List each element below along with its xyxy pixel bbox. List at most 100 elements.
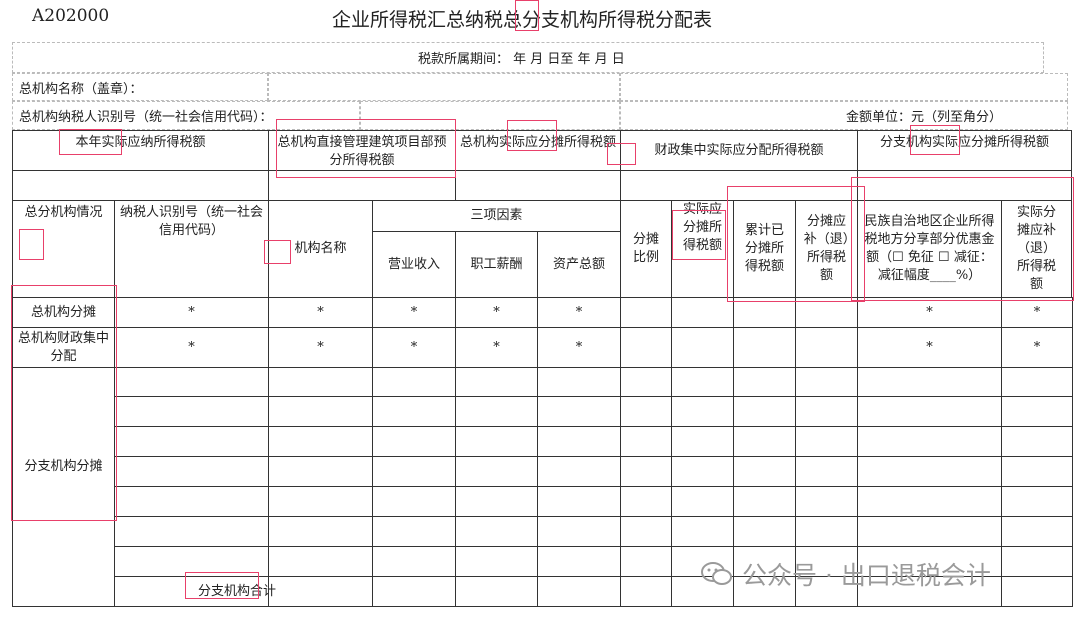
table-cell[interactable] [620,327,672,368]
table-cell[interactable] [857,516,1002,547]
table-cell[interactable] [620,516,672,547]
table-cell[interactable] [857,456,1002,487]
table-cell[interactable] [1001,426,1073,457]
annual-tax-field[interactable] [12,170,269,201]
table-cell[interactable] [620,426,672,457]
table-cell[interactable] [372,426,456,457]
table-cell[interactable] [733,486,796,517]
table-cell[interactable] [671,456,734,487]
table-cell[interactable] [795,327,858,368]
table-cell[interactable] [671,327,734,368]
construction-field[interactable] [268,170,456,201]
table-cell[interactable] [795,396,858,427]
hq-taxid-row[interactable]: 总机构纳税人识别号（统一社会信用代码）： [12,101,360,130]
table-cell[interactable] [537,456,621,487]
hq-name-field[interactable] [268,73,620,101]
table-cell[interactable] [455,456,538,487]
table-cell[interactable] [537,516,621,547]
table-cell[interactable] [671,297,734,328]
table-cell[interactable] [372,367,456,397]
table-cell[interactable] [620,396,672,427]
table-cell[interactable] [268,456,373,487]
table-cell[interactable] [1001,576,1073,607]
table-cell[interactable] [372,576,456,607]
table-cell[interactable] [114,396,269,427]
table-cell[interactable] [372,456,456,487]
table-cell[interactable] [733,297,796,328]
table-cell[interactable] [537,486,621,517]
table-cell[interactable] [1001,486,1073,517]
table-cell[interactable] [268,426,373,457]
table-cell[interactable] [537,426,621,457]
table-cell[interactable] [455,367,538,397]
table-cell[interactable] [857,426,1002,457]
table-cell[interactable] [268,367,373,397]
table-cell [268,576,373,607]
table-cell[interactable] [114,456,269,487]
table-cell[interactable] [1001,396,1073,427]
table-cell[interactable] [620,546,672,577]
table-cell[interactable] [455,546,538,577]
star-cell: * [1001,327,1073,368]
table-cell[interactable] [857,486,1002,517]
table-cell[interactable] [620,297,672,328]
hq-taxid-field[interactable] [360,101,620,130]
table-cell[interactable] [795,516,858,547]
table-cell[interactable] [455,426,538,457]
table-cell[interactable] [857,367,1002,397]
table-cell[interactable] [733,367,796,397]
hq-share-field[interactable] [455,170,621,201]
branch-share-field[interactable] [857,170,1072,201]
table-cell[interactable] [1001,516,1073,547]
table-cell[interactable] [671,516,734,547]
table-cell[interactable] [455,486,538,517]
table-cell[interactable] [537,396,621,427]
table-cell[interactable] [1001,546,1073,577]
table-cell[interactable] [268,396,373,427]
table-cell[interactable] [114,516,269,547]
table-cell[interactable] [268,486,373,517]
header-cumulative: 累计已分摊所得税额 [733,200,796,298]
table-cell[interactable] [733,456,796,487]
table-cell[interactable] [372,516,456,547]
table-cell[interactable] [114,486,269,517]
table-cell[interactable] [268,516,373,547]
table-cell[interactable] [372,546,456,577]
table-cell[interactable] [620,456,672,487]
table-cell[interactable] [733,396,796,427]
fiscal-field[interactable] [620,170,858,201]
table-cell[interactable] [795,297,858,328]
table-cell[interactable] [620,486,672,517]
table-cell[interactable] [733,516,796,547]
table-cell[interactable] [671,396,734,427]
table-cell[interactable] [455,396,538,427]
table-cell[interactable] [1001,456,1073,487]
table-cell[interactable] [620,367,672,397]
hq-name-field-2[interactable] [620,73,1068,101]
table-cell[interactable] [372,396,456,427]
hq-name-row[interactable]: 总机构名称（盖章）： [12,73,268,101]
table-cell[interactable] [537,576,621,607]
table-cell[interactable] [671,426,734,457]
table-cell[interactable] [537,367,621,397]
table-cell[interactable] [671,486,734,517]
table-cell[interactable] [268,546,373,577]
table-cell[interactable] [455,576,538,607]
table-cell[interactable] [1001,367,1073,397]
header-ethnic: 民族自治地区企业所得税地方分享部分优惠金额（☐ 免征 ☐ 减征：减征幅度____… [857,200,1002,298]
table-cell[interactable] [372,486,456,517]
table-cell[interactable] [455,516,538,547]
table-cell[interactable] [733,327,796,368]
table-cell[interactable] [114,426,269,457]
table-cell[interactable] [114,367,269,397]
table-cell[interactable] [795,426,858,457]
table-cell[interactable] [795,486,858,517]
table-cell[interactable] [795,367,858,397]
table-cell[interactable] [114,546,269,577]
table-cell[interactable] [620,576,672,607]
table-cell[interactable] [795,456,858,487]
table-cell[interactable] [671,367,734,397]
table-cell[interactable] [537,546,621,577]
table-cell[interactable] [857,396,1002,427]
table-cell[interactable] [733,426,796,457]
